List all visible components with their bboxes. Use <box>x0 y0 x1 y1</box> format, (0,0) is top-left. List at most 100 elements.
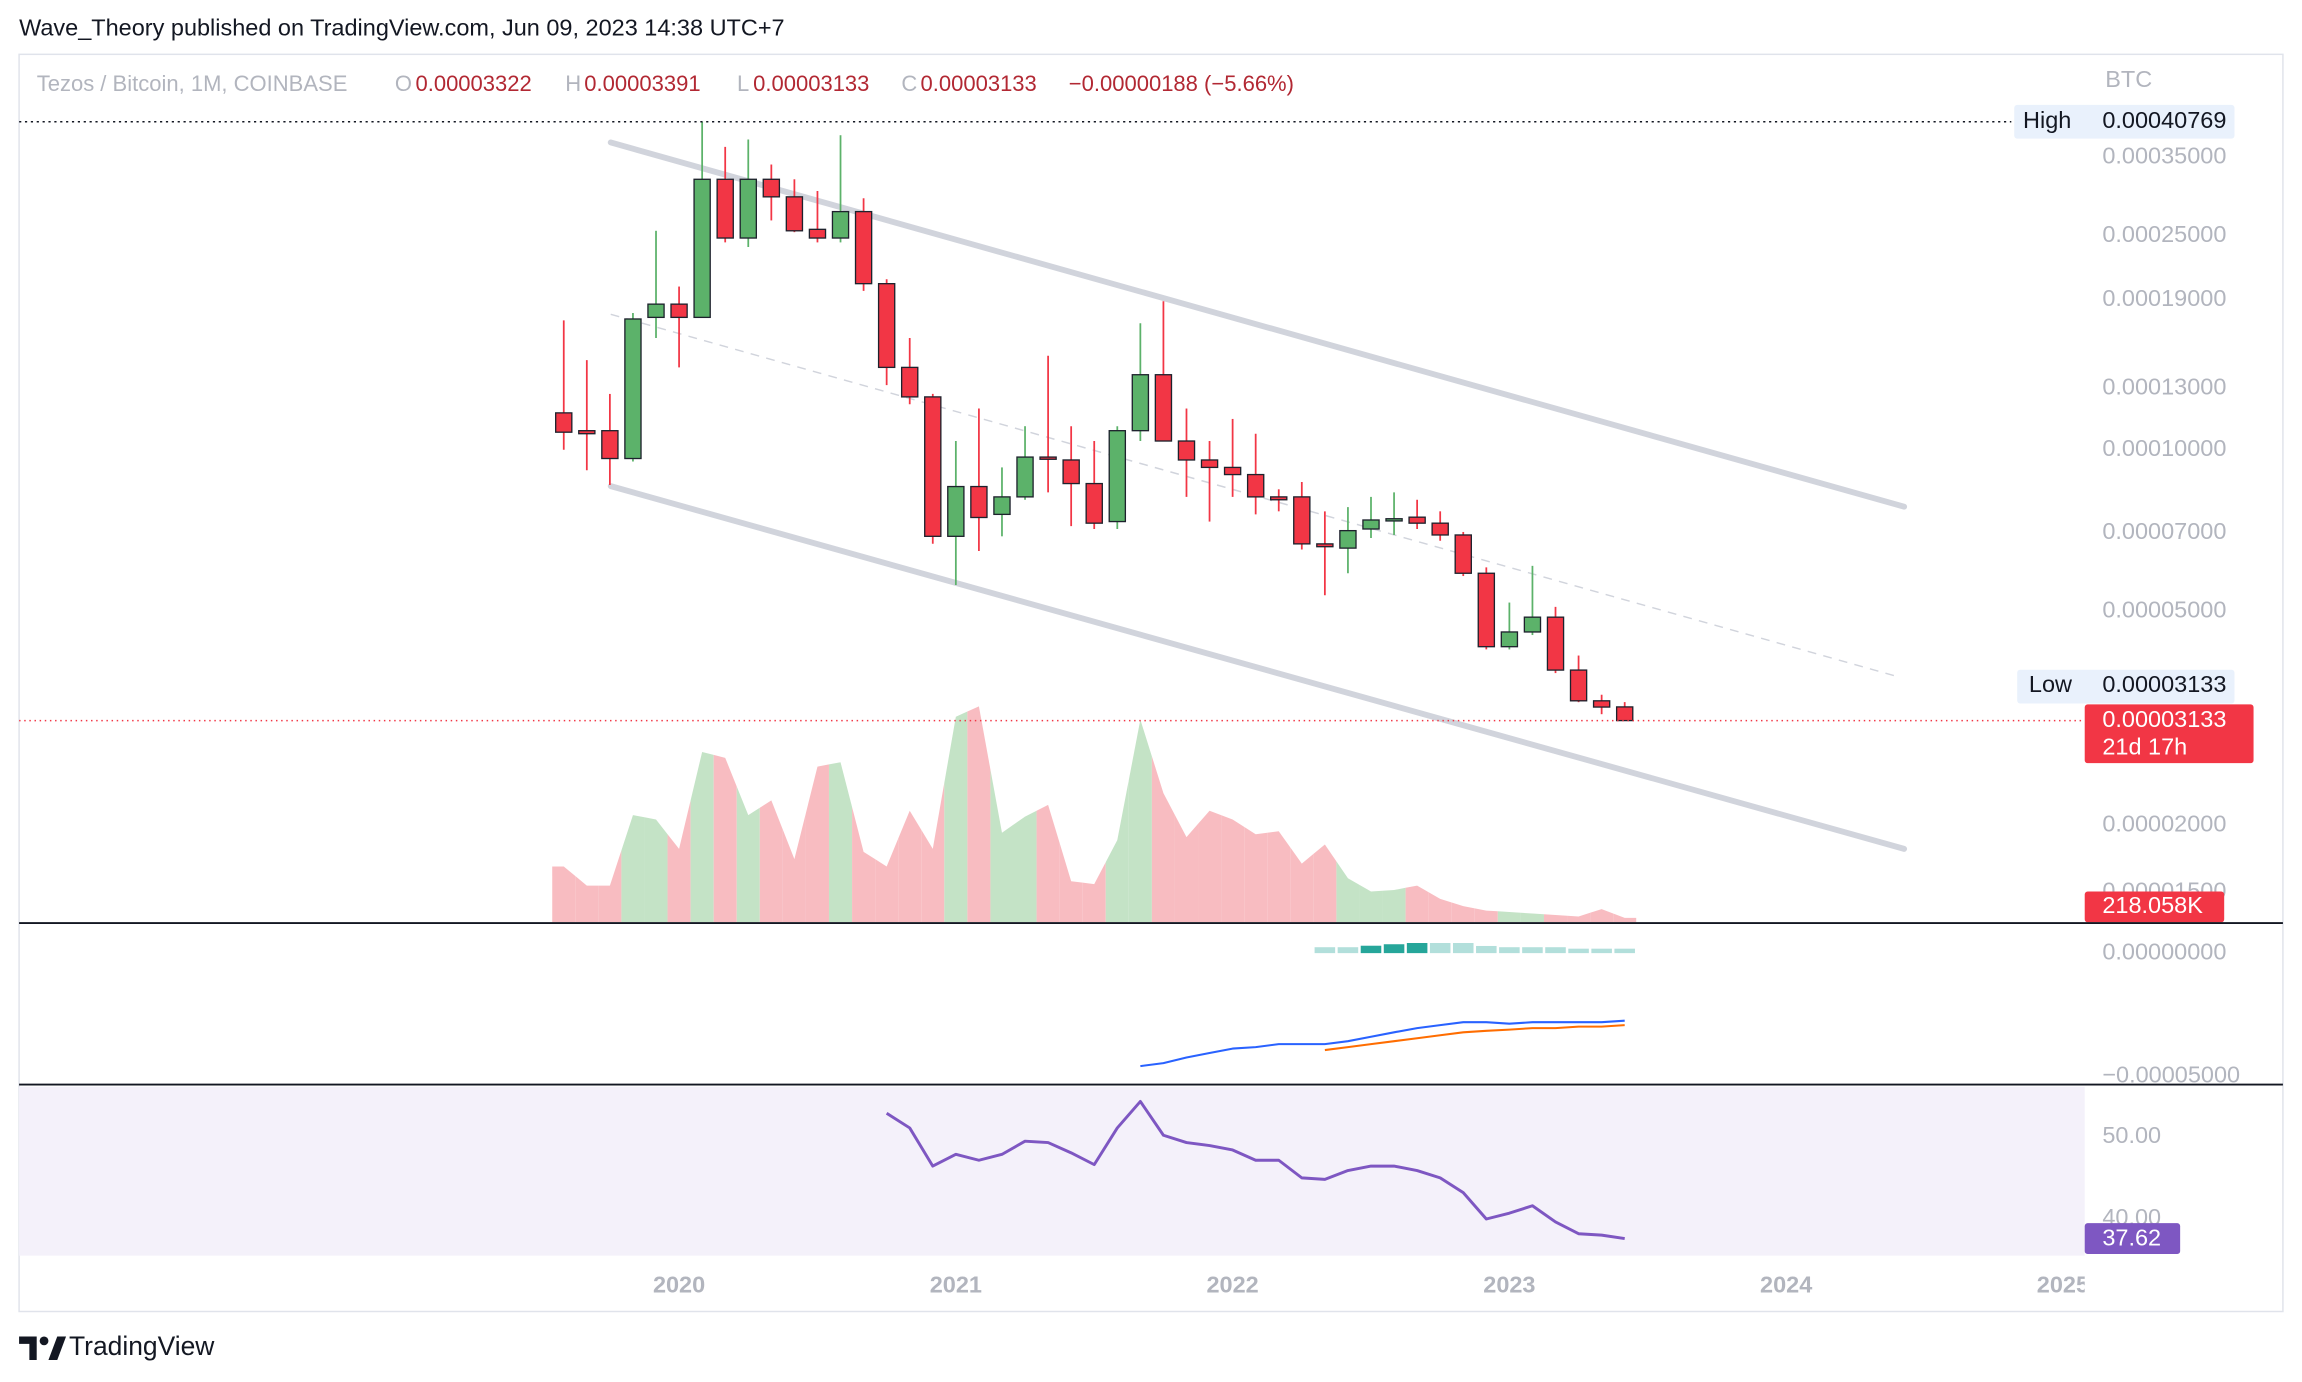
y-tick-label: 0.00019000 <box>2102 285 2226 311</box>
volume-area <box>967 706 991 923</box>
y-tick-label: 0.00010000 <box>2102 435 2226 461</box>
x-tick-label: 2023 <box>1483 1272 1535 1298</box>
volume-area <box>1382 887 1406 923</box>
candle-body <box>716 178 734 239</box>
low-marker-bg <box>2017 669 2235 704</box>
candle-body <box>578 430 596 435</box>
volume-area <box>1174 815 1199 923</box>
histogram-bar <box>1545 947 1566 954</box>
time-axis: 2020 2021 2022 2023 2024 2025 <box>653 1272 2089 1298</box>
candle-body <box>1454 534 1472 574</box>
volume-area <box>598 850 622 923</box>
volume-area <box>1105 779 1129 923</box>
high-marker-bg <box>2014 104 2235 139</box>
macd-layer: 0.00000000 −0.00005000 <box>1140 938 2240 1084</box>
header: Wave_Theory published on TradingView.com… <box>19 15 785 41</box>
candle-layer <box>19 120 2085 722</box>
candle-body <box>1154 374 1173 442</box>
y-tick-label: 0.00005000 <box>2102 597 2226 623</box>
volume-area <box>690 751 714 923</box>
candle-body <box>670 303 688 319</box>
low-marker-label: Low <box>2029 671 2073 697</box>
rsi-last-bg <box>2084 1223 2181 1255</box>
histogram-bar <box>1614 948 1635 954</box>
candle-body <box>1431 522 1449 536</box>
volume-area <box>1082 862 1106 923</box>
last-price-bg <box>2084 704 2254 764</box>
candle-body <box>970 485 988 519</box>
countdown: 21d 17h <box>2102 734 2187 760</box>
volume-area <box>875 838 899 923</box>
candle-body <box>1316 543 1334 548</box>
high-marker-label: High <box>2023 107 2071 133</box>
candle-body <box>1039 456 1057 460</box>
histogram-bar <box>1429 943 1451 954</box>
volume-area <box>621 815 645 923</box>
volume-area <box>1590 909 1614 923</box>
volume-area <box>713 754 737 923</box>
legend-value: 0.00003391 <box>584 71 700 96</box>
volume-area <box>1451 902 1475 923</box>
candle-body <box>601 430 619 460</box>
logo: TradingView <box>19 1331 215 1361</box>
y-tick-label: 0.00035000 <box>2102 143 2226 169</box>
legend-value: 0.00003133 <box>753 71 869 96</box>
volume-last-bg <box>2084 891 2225 923</box>
legend-value: 0.00003133 <box>921 71 1037 96</box>
volume-area <box>782 812 806 923</box>
candle-body <box>785 196 804 232</box>
logo-mark <box>19 1336 37 1360</box>
rsi-band <box>19 1086 2085 1256</box>
candle-body <box>1500 631 1519 648</box>
symbol-title: Tezos / Bitcoin, 1M, COINBASE <box>37 71 348 96</box>
volume-area <box>1543 914 1568 923</box>
volume-area <box>828 762 853 923</box>
rsi-last-label: 37.62 <box>2102 1225 2161 1251</box>
candle-body <box>1569 669 1588 702</box>
candle-body <box>1016 456 1034 498</box>
candle-body <box>1615 706 1634 722</box>
candle-body <box>1270 496 1288 501</box>
histogram-bar <box>1360 945 1382 954</box>
volume-area <box>1036 804 1060 923</box>
volume-area <box>805 764 829 923</box>
volume-area <box>1313 844 1337 923</box>
candle-body <box>762 178 781 198</box>
candle-body <box>1546 616 1565 671</box>
candle-body <box>1246 473 1265 498</box>
volume-area <box>1198 810 1222 923</box>
volume-area <box>1359 884 1383 923</box>
volume-area <box>1221 815 1245 923</box>
volume-area <box>1128 719 1152 923</box>
volume-area <box>1267 831 1291 923</box>
volume-area <box>852 807 876 923</box>
candle-body <box>624 318 642 460</box>
x-tick-label: 2024 <box>1760 1272 1812 1298</box>
candle-body <box>1385 518 1403 522</box>
volume-area <box>1474 908 1498 923</box>
legend-key: L <box>737 71 749 96</box>
y-tick-label: 50.00 <box>2102 1122 2161 1148</box>
candle-body <box>924 396 942 537</box>
y-tick-label: 0.00000000 <box>2102 938 2226 964</box>
logo-mark <box>39 1336 49 1346</box>
currency: BTC <box>2105 66 2152 92</box>
volume-area <box>898 810 922 923</box>
y-tick-label: 0.00002000 <box>2102 811 2226 837</box>
volume-area <box>1290 847 1314 923</box>
indicator-line <box>1140 1019 1625 1068</box>
x-tick-label: 2025 <box>2037 1272 2089 1298</box>
indicator-line <box>885 1099 1625 1241</box>
histogram-bar <box>1522 947 1543 954</box>
volume-area <box>1567 912 1591 923</box>
volume-area <box>759 800 783 923</box>
last-price-label: 0.00003133 <box>2102 706 2226 732</box>
candle-body <box>1085 482 1103 524</box>
volume-area <box>1613 913 1637 923</box>
candle-body <box>877 283 896 369</box>
volume-area <box>944 711 968 923</box>
candle-body <box>739 178 758 239</box>
brand: TradingView <box>69 1331 215 1361</box>
